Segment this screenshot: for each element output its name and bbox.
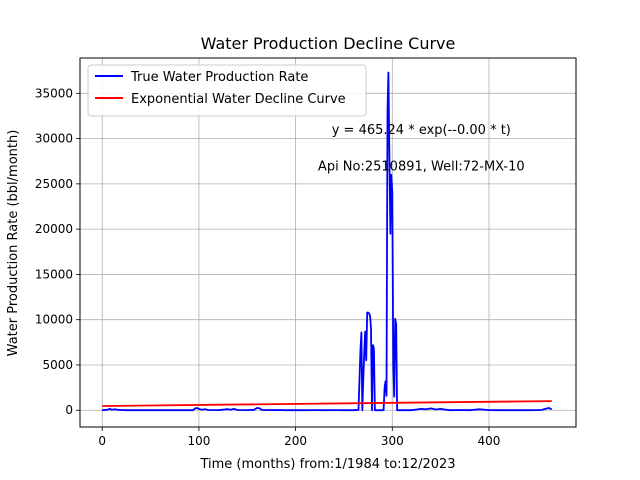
y-axis-label: Water Production Rate (bbl/month) (6, 130, 21, 357)
legend-box (87, 64, 367, 117)
x-tick-label: 300 (381, 434, 404, 448)
annotation-well-info: Api No:2510891, Well:72-MX-10 (318, 159, 525, 174)
x-tick-label: 400 (478, 434, 501, 448)
chart-title: Water Production Decline Curve (201, 34, 456, 53)
legend-label-exponential: Exponential Water Decline Curve (131, 92, 346, 107)
y-tick-label: 35000 (35, 86, 73, 100)
x-tick-label: 0 (98, 434, 106, 448)
y-tick-label: 0 (65, 403, 73, 417)
plot-frame (79, 57, 577, 428)
series-line-exponential (102, 400, 552, 407)
y-tick-label: 20000 (35, 222, 73, 236)
x-tick-label: 100 (187, 434, 210, 448)
y-tick-label: 15000 (35, 267, 73, 281)
y-tick-label: 30000 (35, 132, 73, 146)
y-tick-label: 25000 (35, 177, 73, 191)
x-axis-label: Time (months) from:1/1984 to:12/2023 (199, 457, 455, 472)
series-line-true-rate (102, 71, 553, 412)
plot-series (102, 71, 553, 412)
legend-label-true-rate: True Water Production Rate (130, 70, 308, 85)
annotation-equation: y = 465.24 * exp(--0.00 * t) (332, 123, 511, 138)
y-axis-ticks: 0 5000 10000 15000 20000 25000 30000 35000 (35, 86, 80, 417)
y-tick-label: 10000 (35, 313, 73, 327)
x-tick-label: 200 (284, 434, 307, 448)
grid (80, 58, 576, 427)
legend: True Water Production Rate Exponential W… (87, 64, 367, 117)
x-axis-ticks: 0 100 200 300 400 (98, 427, 500, 448)
y-tick-label: 5000 (42, 358, 73, 372)
